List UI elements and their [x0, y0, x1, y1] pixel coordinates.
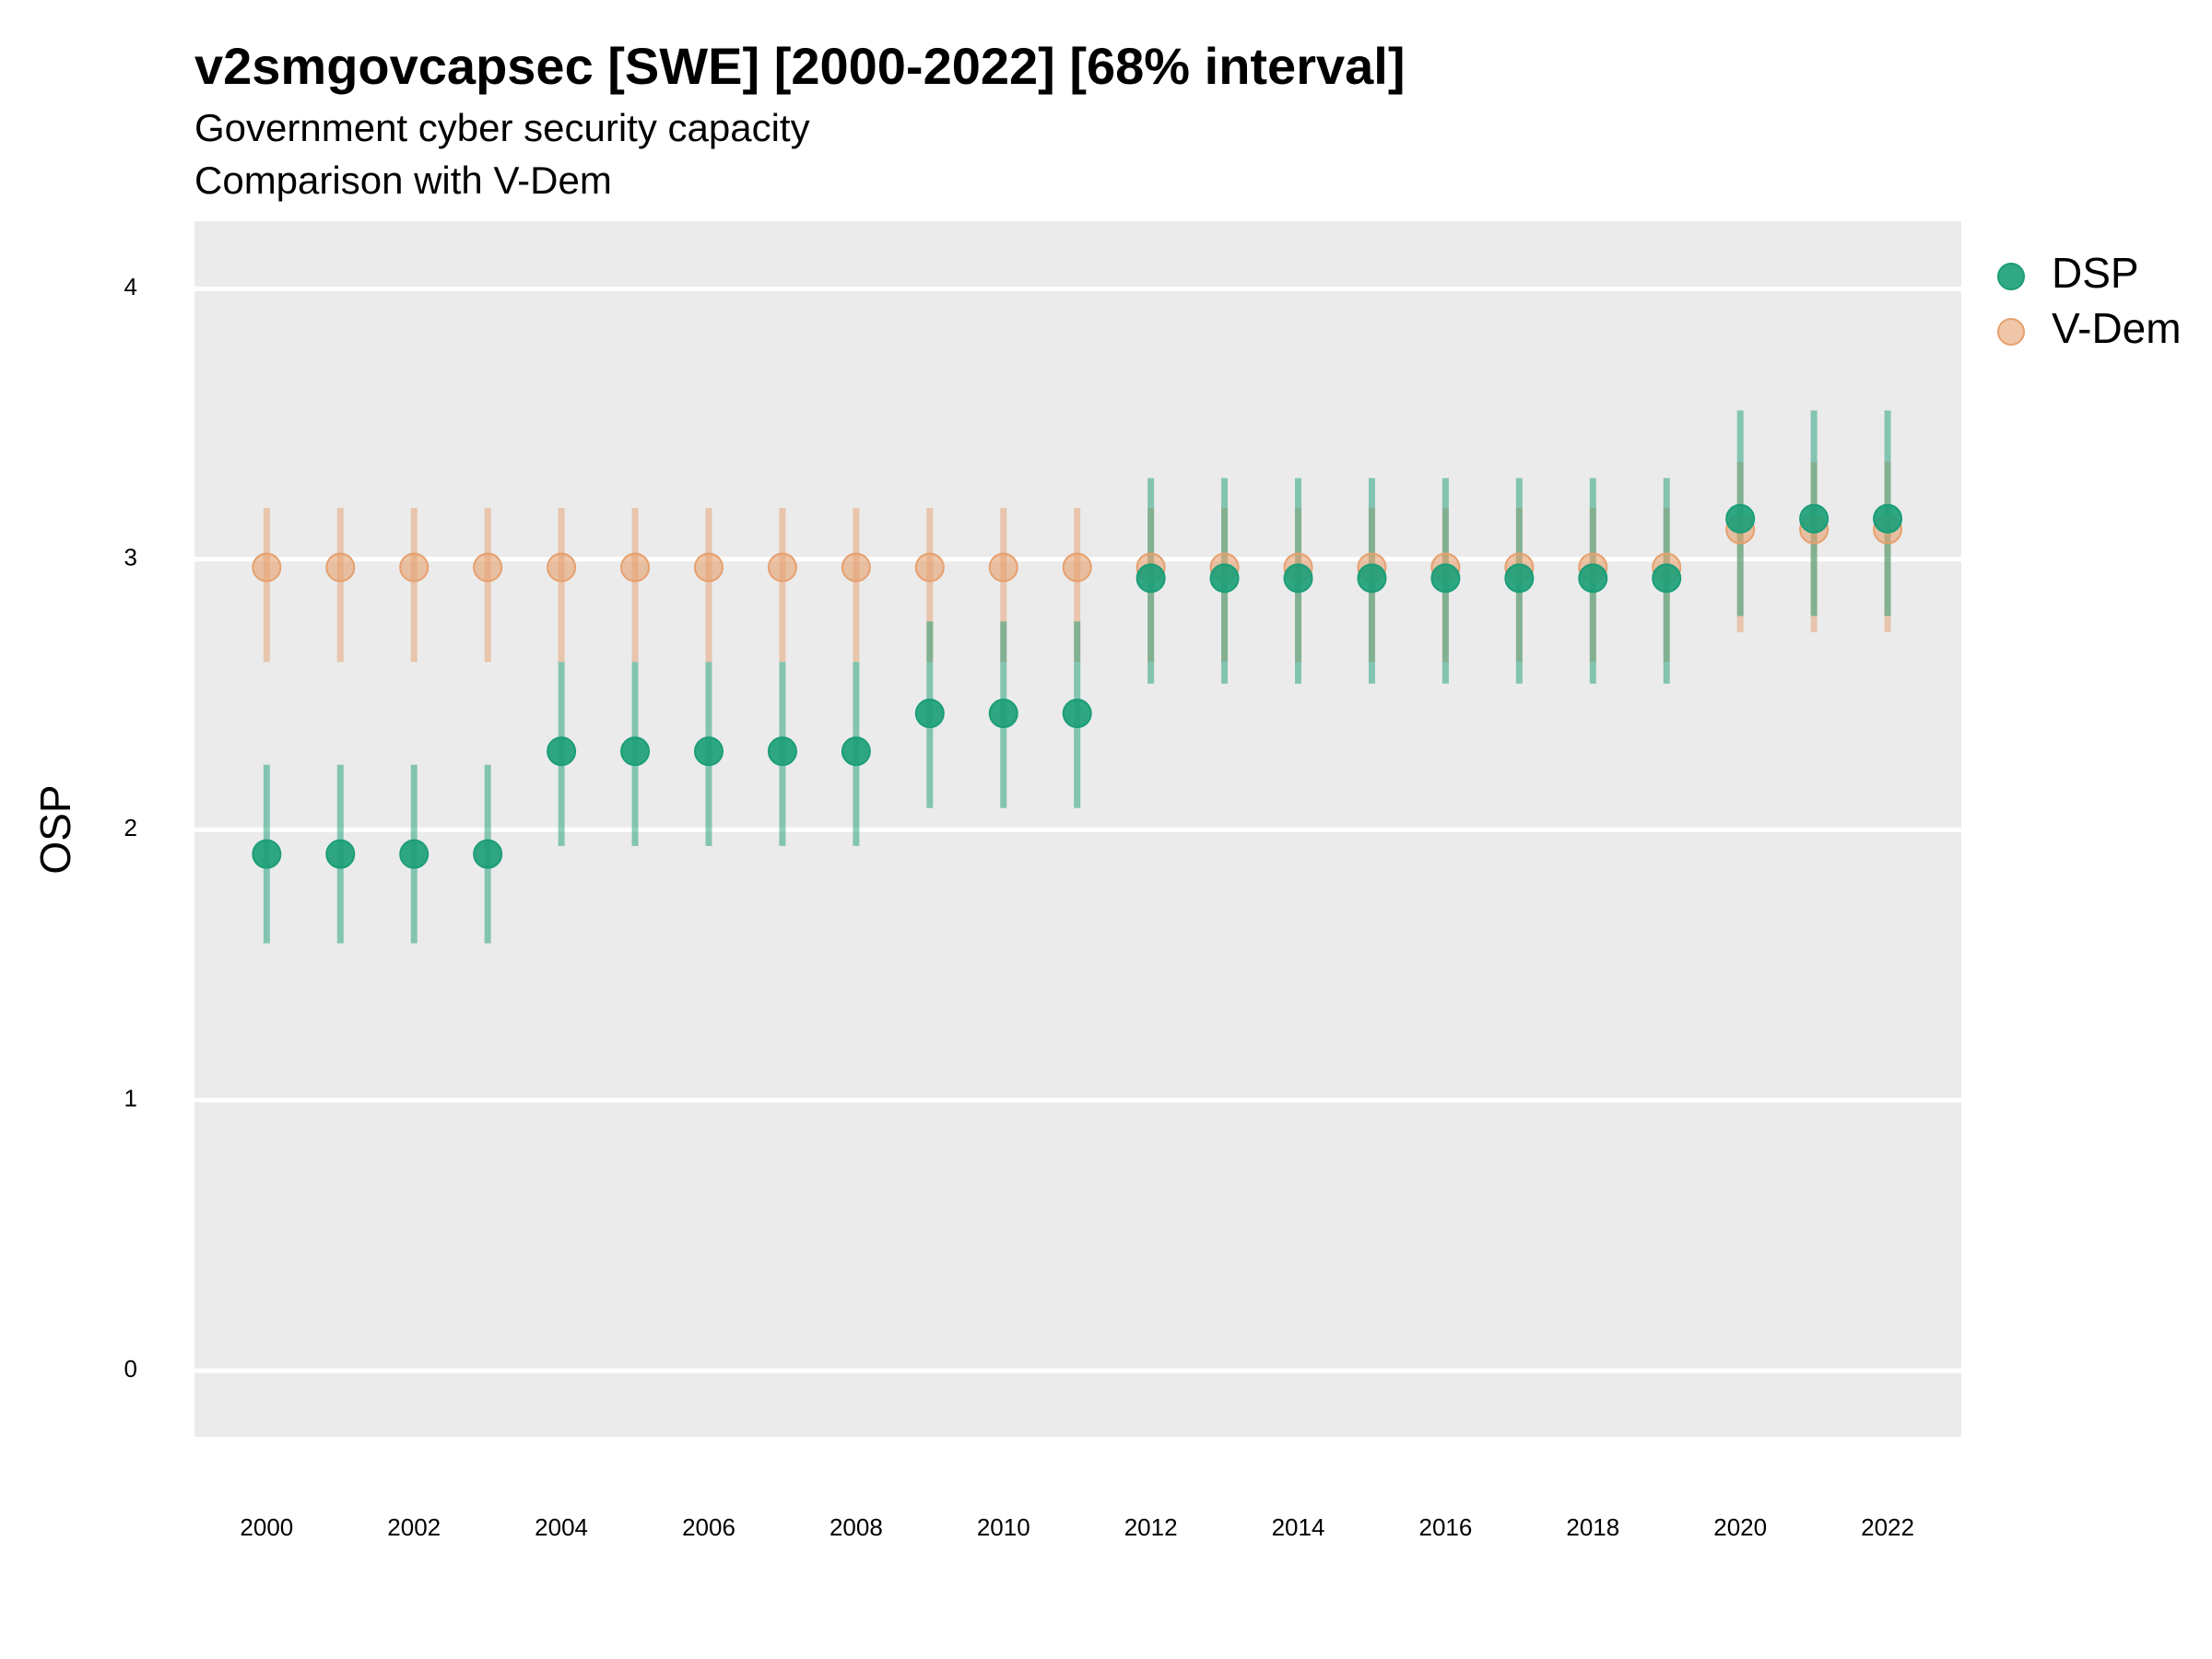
point — [988, 699, 1018, 729]
x-tick-label: 2016 — [1418, 1513, 1472, 1541]
legend-label: DSP — [2052, 249, 2139, 297]
y-tick-label: 0 — [124, 1355, 137, 1382]
x-tick-label: 2012 — [1124, 1513, 1178, 1541]
point — [767, 552, 797, 582]
legend-marker — [1997, 263, 2025, 290]
point — [1135, 563, 1166, 594]
y-tick-label: 2 — [124, 814, 137, 841]
x-tick-label: 2008 — [830, 1513, 883, 1541]
point — [1283, 563, 1313, 594]
point — [693, 552, 724, 582]
point — [841, 552, 871, 582]
point — [547, 736, 577, 767]
point — [325, 552, 356, 582]
x-tick-label: 2006 — [682, 1513, 735, 1541]
point — [1799, 503, 1830, 534]
point — [473, 839, 503, 869]
x-tick-label: 2020 — [1713, 1513, 1767, 1541]
x-tick-label: 2010 — [977, 1513, 1030, 1541]
x-tick-label: 2018 — [1566, 1513, 1619, 1541]
point — [1725, 503, 1756, 534]
y-tick-label: 4 — [124, 273, 137, 300]
y-axis-label: OSP — [31, 784, 79, 874]
point — [1873, 503, 1903, 534]
x-tick-label: 2022 — [1861, 1513, 1914, 1541]
point — [1504, 563, 1535, 594]
point — [1430, 563, 1461, 594]
x-tick-label: 2014 — [1272, 1513, 1325, 1541]
x-tick-label: 2004 — [535, 1513, 588, 1541]
point — [767, 736, 797, 767]
point — [547, 552, 577, 582]
point — [1357, 563, 1387, 594]
chart-subtitle: Government cyber security capacity — [194, 106, 810, 149]
point — [1652, 563, 1682, 594]
point — [325, 839, 356, 869]
point — [399, 552, 429, 582]
point — [841, 736, 871, 767]
point — [1209, 563, 1240, 594]
point — [620, 736, 651, 767]
point — [473, 552, 503, 582]
chart-title: v2smgovcapsec [SWE] [2000-2022] [68% int… — [194, 37, 1405, 95]
point — [1062, 699, 1092, 729]
point — [988, 552, 1018, 582]
legend-label: V-Dem — [2052, 304, 2182, 352]
point — [252, 552, 282, 582]
y-tick-label: 1 — [124, 1085, 137, 1112]
x-tick-label: 2002 — [387, 1513, 441, 1541]
point — [399, 839, 429, 869]
chart-subtitle: Comparison with V-Dem — [194, 159, 612, 202]
point — [252, 839, 282, 869]
point — [914, 699, 945, 729]
y-tick-label: 3 — [124, 544, 137, 571]
point — [620, 552, 651, 582]
x-tick-label: 2000 — [240, 1513, 293, 1541]
legend-marker — [1997, 318, 2025, 346]
point — [1578, 563, 1608, 594]
point — [1062, 552, 1092, 582]
point — [914, 552, 945, 582]
point — [693, 736, 724, 767]
